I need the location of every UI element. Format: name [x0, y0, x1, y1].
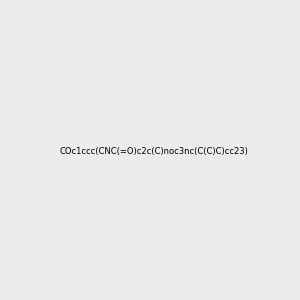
- Text: COc1ccc(CNC(=O)c2c(C)noc3nc(C(C)C)cc23): COc1ccc(CNC(=O)c2c(C)noc3nc(C(C)C)cc23): [59, 147, 248, 156]
